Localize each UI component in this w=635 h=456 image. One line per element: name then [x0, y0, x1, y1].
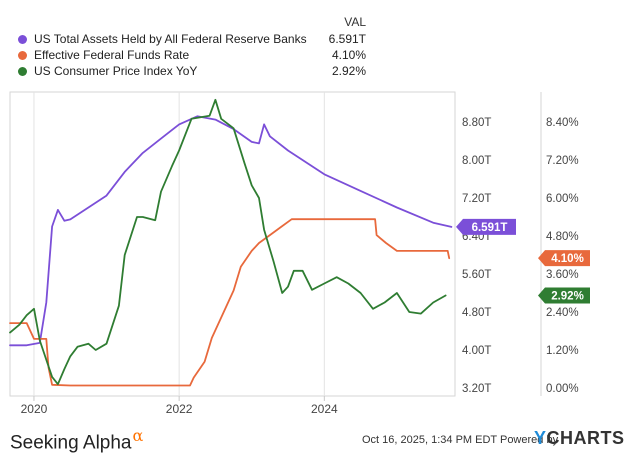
ycharts-wordmark: CHARTS: [546, 428, 625, 448]
footer: Seeking Alphaα Oct 16, 2025, 1:34 PM EDT…: [0, 420, 635, 456]
legend-name-rate: Effective Federal Funds Rate: [34, 48, 190, 62]
series-line-assets: [9, 115, 453, 347]
end-flag-assets: [456, 218, 516, 235]
end-flag-rate: [538, 250, 590, 267]
brand-name: Seeking Alpha: [10, 432, 132, 454]
legend-value-assets: 6.591T: [328, 32, 366, 46]
x-tick-label-2022: 2022: [166, 402, 193, 416]
right-tick-label-0: 0.00%: [546, 383, 579, 395]
right-tick-label-4: 4.80%: [546, 231, 579, 243]
series-line-rate: [9, 218, 451, 387]
legend-name-assets: US Total Assets Held by All Federal Rese…: [34, 32, 307, 46]
right-tick-label-3: 3.60%: [546, 269, 579, 281]
alpha-mark-icon: α: [132, 426, 144, 445]
ycharts-logo[interactable]: YCHARTS: [534, 428, 625, 449]
timestamp: Oct 16, 2025, 1:34 PM EDT Powered by: [362, 434, 559, 446]
end-flag-label-cpi: 2.92%: [551, 291, 584, 303]
ycharts-y-mark: Y: [534, 428, 547, 448]
seeking-alpha-logo[interactable]: Seeking Alphaα: [10, 426, 143, 454]
legend-value-cpi: 2.92%: [331, 64, 366, 78]
plot-frame: [9, 91, 456, 397]
legend-name-cpi: US Consumer Price Index YoY: [34, 64, 198, 78]
series-line-cpi: [9, 98, 447, 386]
left-tick-label-5: 7.20T: [462, 193, 491, 205]
right-tick-label-2: 2.40%: [546, 307, 579, 319]
legend-dot-cpi: [18, 67, 27, 76]
right-tick-label-1: 1.20%: [546, 345, 579, 357]
legend-entry-rate[interactable]: Effective Federal Funds Rate 4.10%: [14, 47, 374, 65]
legend-dot-rate: [18, 51, 27, 60]
left-tick-label-0: 3.20T: [462, 383, 491, 395]
legend-entry-cpi[interactable]: US Consumer Price Index YoY 2.92%: [14, 63, 374, 81]
right-tick-label-5: 6.00%: [546, 193, 579, 205]
left-tick-label-6: 8.00T: [462, 155, 491, 167]
right-tick-label-6: 7.20%: [546, 155, 579, 167]
right-tick-label-7: 8.40%: [546, 117, 579, 129]
end-flag-label-assets: 6.591T: [472, 222, 508, 234]
legend-entry-assets[interactable]: US Total Assets Held by All Federal Rese…: [14, 31, 374, 49]
x-tick-label-2020: 2020: [21, 402, 48, 416]
left-tick-label-2: 4.80T: [462, 307, 491, 319]
legend-dot-assets: [18, 35, 27, 44]
left-tick-label-1: 4.00T: [462, 345, 491, 357]
left-tick-label-7: 8.80T: [462, 117, 491, 129]
chart-legend: VAL US Total Assets Held by All Federal …: [0, 0, 635, 90]
legend-value-header: VAL: [344, 15, 366, 29]
end-flag-label-rate: 4.10%: [551, 253, 584, 265]
end-flag-cpi: [538, 287, 590, 304]
x-tick-label-2024: 2024: [311, 402, 338, 416]
legend-value-rate: 4.10%: [331, 48, 366, 62]
left-tick-label-3: 5.60T: [462, 269, 491, 281]
